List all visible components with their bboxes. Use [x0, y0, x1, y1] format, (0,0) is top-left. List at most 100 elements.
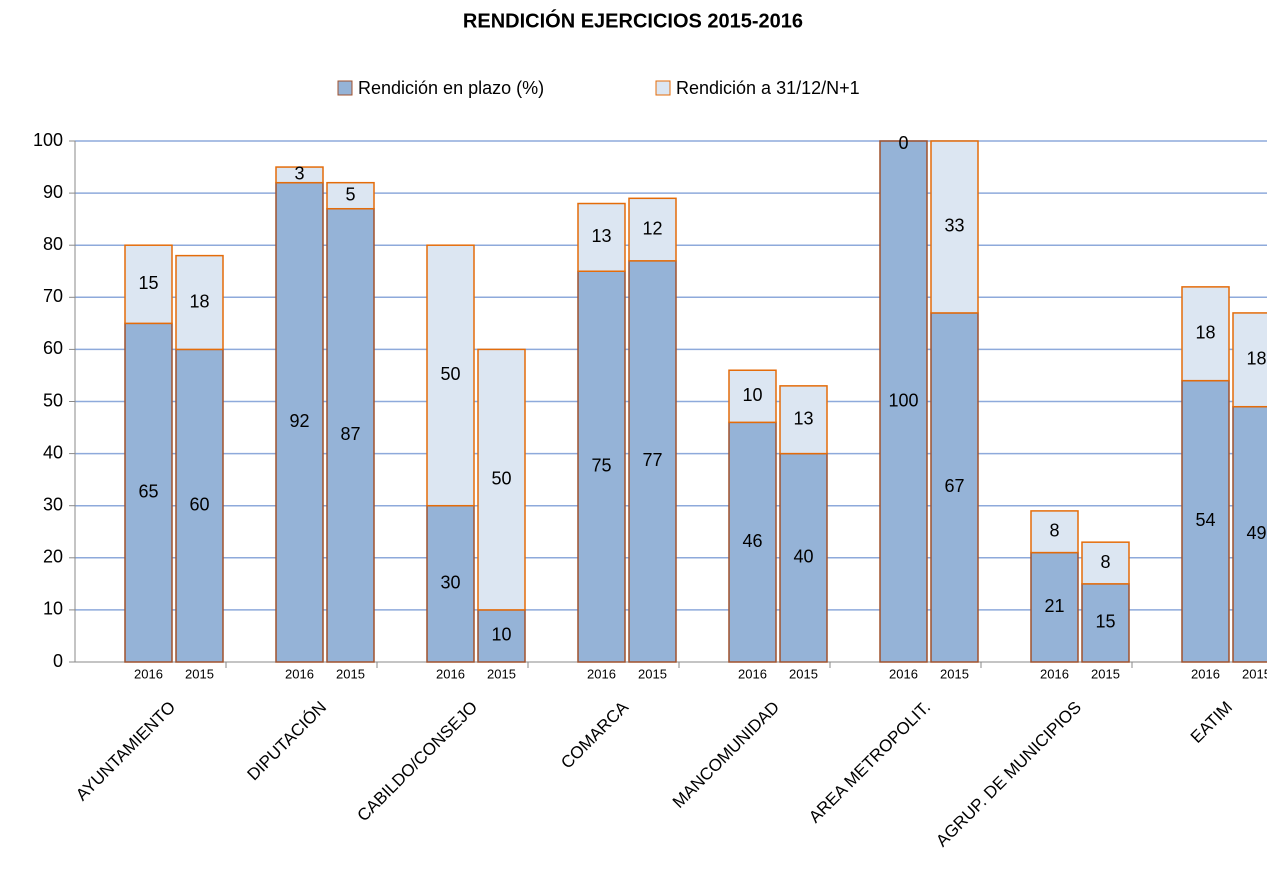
bar-segment: [779, 452, 828, 663]
value-label: 40: [793, 547, 813, 567]
bar-segment: [577, 270, 626, 663]
value-label: 3: [294, 164, 304, 184]
y-tick-label: 10: [43, 599, 63, 619]
value-label: 100: [888, 390, 918, 410]
legend-label: Rendición en plazo (%): [358, 78, 544, 98]
value-label: 5: [345, 184, 355, 204]
value-label: 30: [440, 573, 460, 593]
bar-segment: [275, 166, 324, 184]
chart-title: RENDICIÓN EJERCICIOS 2015-2016: [463, 8, 803, 32]
bar-segment: [1232, 405, 1267, 663]
value-label: 10: [491, 625, 511, 645]
value-label: 75: [591, 455, 611, 475]
value-label: 54: [1195, 510, 1215, 530]
value-label: 0: [898, 133, 908, 153]
bar-segment: [326, 181, 375, 210]
year-label: 2015: [1091, 666, 1120, 681]
bar-segment: [628, 197, 677, 262]
bar-segment: [175, 254, 224, 351]
bar-segment: [124, 322, 173, 663]
y-tick-label: 60: [43, 338, 63, 358]
legend-swatch: [337, 80, 353, 96]
bar-segment: [175, 348, 224, 663]
bar-segment: [326, 207, 375, 663]
bar-segment: [477, 348, 526, 611]
value-label: 65: [138, 481, 158, 501]
group-label: COMARCA: [557, 697, 632, 772]
bar-segment: [779, 385, 828, 455]
bar-segment: [426, 244, 475, 507]
value-label: 8: [1100, 552, 1110, 572]
year-label: 2015: [940, 666, 969, 681]
y-tick-label: 40: [43, 442, 63, 462]
value-label: 18: [1246, 349, 1266, 369]
bar-segment: [628, 260, 677, 663]
bar-segment: [1030, 551, 1079, 663]
group-label: CABILDO/CONSEJO: [353, 698, 481, 826]
value-label: 67: [944, 476, 964, 496]
bar-segment: [728, 369, 777, 424]
value-label: 50: [491, 468, 511, 488]
year-label: 2015: [1242, 666, 1267, 681]
value-label: 18: [1195, 323, 1215, 343]
value-label: 49: [1246, 523, 1266, 543]
value-label: 77: [642, 450, 662, 470]
year-label: 2015: [336, 666, 365, 681]
year-label: 2016: [134, 666, 163, 681]
year-label: 2016: [285, 666, 314, 681]
year-label: 2016: [1191, 666, 1220, 681]
value-label: 15: [138, 273, 158, 293]
value-label: 13: [591, 226, 611, 246]
y-tick-label: 0: [53, 651, 63, 671]
group-label: MANCOMUNIDAD: [669, 698, 783, 812]
y-tick-label: 100: [33, 130, 63, 150]
value-label: 13: [793, 408, 813, 428]
group-label: DIPUTACIÓN: [243, 698, 330, 785]
group-label: AREA METROPOLIT.: [805, 698, 934, 827]
bar-segment: [124, 244, 173, 325]
value-label: 12: [642, 218, 662, 238]
year-label: 2016: [1040, 666, 1069, 681]
group-label: AYUNTAMIENTO: [72, 698, 179, 805]
value-label: 18: [189, 291, 209, 311]
bar-segment: [1181, 286, 1230, 382]
bar-segment: [275, 181, 324, 663]
y-tick-label: 50: [43, 390, 63, 410]
bar-segment: [1030, 510, 1079, 554]
value-label: 10: [742, 385, 762, 405]
year-label: 2016: [889, 666, 918, 681]
y-tick-label: 70: [43, 286, 63, 306]
year-label: 2016: [436, 666, 465, 681]
legend-label: Rendición a 31/12/N+1: [676, 78, 860, 98]
value-label: 33: [944, 216, 964, 236]
value-label: 46: [742, 531, 762, 551]
year-label: 2015: [185, 666, 214, 681]
value-label: 87: [340, 424, 360, 444]
y-tick-label: 90: [43, 182, 63, 202]
group-label: EATIM: [1187, 698, 1236, 747]
legend-swatch: [655, 80, 671, 96]
value-label: 21: [1044, 596, 1064, 616]
y-tick-label: 30: [43, 494, 63, 514]
value-label: 50: [440, 364, 460, 384]
value-label: 8: [1049, 521, 1059, 541]
year-label: 2016: [738, 666, 767, 681]
year-label: 2016: [587, 666, 616, 681]
bar-segment: [1232, 312, 1267, 408]
bar-segment: [1081, 541, 1130, 585]
bar-segment: [577, 202, 626, 273]
bar-segment: [426, 504, 475, 663]
value-label: 15: [1095, 612, 1115, 632]
year-label: 2015: [789, 666, 818, 681]
value-label: 60: [189, 494, 209, 514]
group-label: AGRUP. DE MUNICIPIOS: [932, 698, 1085, 851]
bar-segment: [477, 609, 526, 663]
y-tick-label: 20: [43, 547, 63, 567]
bar-segment: [728, 421, 777, 663]
year-label: 2015: [638, 666, 667, 681]
value-label: 92: [289, 411, 309, 431]
bar-segment: [879, 140, 928, 663]
y-tick-label: 80: [43, 234, 63, 254]
